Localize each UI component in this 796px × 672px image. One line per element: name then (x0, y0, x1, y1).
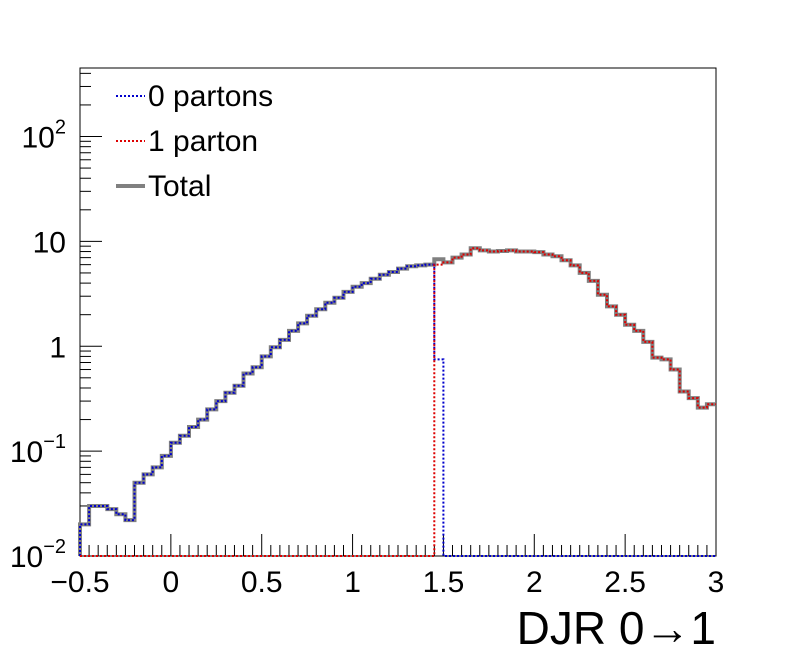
x-tick-label: 2 (526, 566, 543, 599)
x-tick-label: 0.5 (241, 566, 283, 599)
legend-label: 0 partons (148, 80, 273, 113)
series-total (78, 246, 716, 556)
x-axis-title: DJR 0→1 (517, 602, 716, 654)
y-tick-label: 1 (49, 331, 66, 364)
y-tick-label: 102 (22, 117, 67, 155)
legend-label: Total (148, 170, 211, 203)
y-tick-label: 10−2 (10, 536, 66, 574)
legend: 0 partons 1 parton Total (116, 80, 273, 203)
x-tick-label: 1 (344, 566, 361, 599)
series-layer (78, 246, 716, 557)
y-tick-label: 10 (33, 226, 66, 259)
x-axis-ticks (79, 534, 717, 556)
x-tick-label: 1.5 (423, 566, 465, 599)
x-tick-label: −0.5 (50, 566, 109, 599)
y-axis-ticks (80, 72, 102, 557)
series-0-partons (79, 263, 716, 557)
x-tick-label: 2.5 (604, 566, 646, 599)
legend-label: 1 parton (148, 125, 258, 158)
series-1-parton (80, 247, 716, 557)
y-tick-labels: 10−2 10−1 1 10 102 (10, 117, 66, 574)
x-tick-labels: −0.5 0 0.5 1 1.5 2 2.5 3 (50, 566, 724, 599)
x-tick-label: 0 (163, 566, 180, 599)
y-tick-label: 10−1 (10, 431, 66, 469)
x-tick-label: 3 (708, 566, 725, 599)
